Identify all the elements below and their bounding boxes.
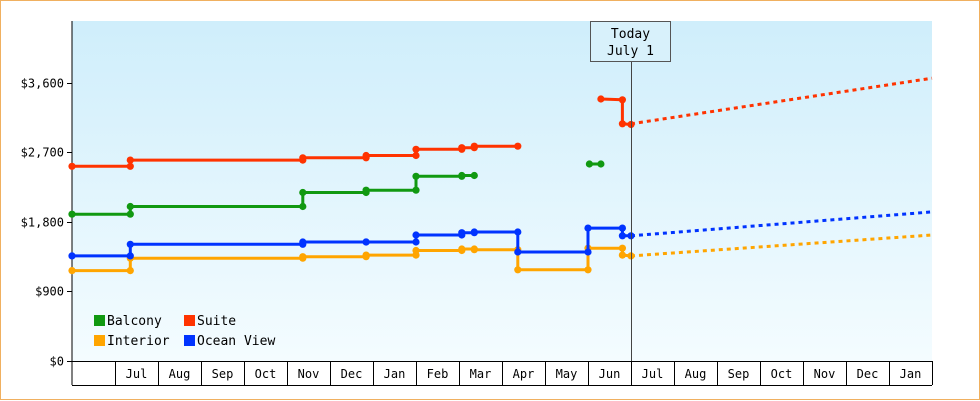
interior-price-point	[618, 251, 627, 259]
x-tick-label: Oct	[771, 367, 793, 381]
x-tick-label: Jul	[126, 367, 148, 381]
x-tick-label: Sep	[728, 367, 750, 381]
balcony-price-point	[412, 186, 420, 194]
legend-swatch-interior	[94, 335, 105, 346]
x-tick-label: Nov	[814, 367, 836, 381]
y-tick-label: $1,800	[21, 216, 64, 230]
ocean-view-price-point	[412, 231, 420, 239]
interior-forecast-line	[630, 233, 933, 258]
balcony-price-point	[126, 210, 134, 218]
suite-price-point	[597, 95, 605, 103]
interior-price-point	[126, 267, 134, 275]
plot-area	[72, 21, 932, 361]
ocean-view-price-point	[362, 238, 370, 246]
interior-price-point	[470, 246, 478, 254]
x-tick-label: May	[556, 367, 578, 381]
x-tick-label: Apr	[513, 367, 535, 381]
ocean-view-price-point	[584, 224, 592, 232]
legend-label-balcony: Balcony	[107, 314, 162, 329]
y-tick-label: $0	[50, 355, 64, 369]
x-tick-label: Sep	[212, 367, 234, 381]
x-tick-label: Oct	[255, 367, 277, 381]
ocean-view-price-point	[458, 229, 466, 237]
today-date-label: July 1	[607, 44, 654, 59]
balcony-price-point	[126, 202, 134, 211]
balcony-price-point	[362, 186, 370, 194]
ocean-view-price-point	[412, 238, 420, 246]
y-tick-label: $3,600	[21, 77, 64, 91]
suite-price-point	[362, 151, 370, 160]
balcony-price-point	[299, 202, 307, 211]
balcony-price-point	[68, 210, 76, 218]
balcony-price-point	[585, 160, 594, 168]
interior-price-point	[412, 246, 420, 255]
balcony-price-point	[597, 160, 605, 168]
ocean-view-price-point	[470, 228, 478, 236]
suite-price-point	[126, 156, 134, 164]
x-tick-label: Jan	[900, 367, 922, 381]
legend-label-suite: Suite	[197, 314, 236, 329]
suite-price-point	[68, 162, 76, 170]
ocean-view-price-point	[618, 224, 627, 232]
y-tick-label: $2,700	[21, 146, 64, 160]
interior-price-point	[618, 244, 627, 252]
x-tick-label: Jul	[642, 367, 664, 381]
suite-price-point	[412, 145, 420, 153]
suite-price-point	[618, 120, 627, 128]
legend-swatch-ocean-view	[184, 335, 195, 346]
suite-forecast-line	[630, 76, 933, 126]
interior-price-point	[584, 266, 592, 274]
interior-price-point	[362, 251, 370, 259]
x-tick-label: Feb	[427, 367, 449, 381]
ocean-view-price-point	[126, 252, 134, 260]
x-tick-label: Mar	[470, 367, 492, 381]
legend-swatch-suite	[184, 315, 195, 326]
x-tick-label: Dec	[857, 367, 879, 381]
interior-price-point	[68, 267, 76, 275]
interior-price-point	[458, 245, 466, 253]
suite-price-point	[126, 162, 134, 170]
ocean-view-price-point	[514, 228, 522, 236]
ocean-view-price-point	[618, 232, 627, 240]
suite-price-line	[600, 97, 632, 126]
x-tick-label: Aug	[685, 367, 707, 381]
balcony-price-point	[299, 188, 307, 197]
suite-price-point	[618, 96, 627, 104]
x-tick-label: Dec	[341, 367, 363, 381]
ocean-view-forecast-line	[630, 210, 933, 238]
suite-price-point	[458, 144, 466, 152]
interior-price-point	[299, 253, 307, 261]
suite-price-point	[514, 142, 522, 150]
legend-label-ocean-view: Ocean View	[197, 334, 275, 349]
today-label-box	[590, 21, 671, 62]
ocean-view-price-point	[299, 238, 307, 246]
interior-price-point	[514, 266, 522, 274]
x-tick-label: Nov	[298, 367, 320, 381]
ocean-view-price-point	[584, 248, 592, 256]
legend-label-interior: Interior	[107, 334, 170, 349]
legend-swatch-balcony	[94, 315, 105, 326]
x-tick-label: Jan	[384, 367, 406, 381]
y-tick-label: $900	[35, 285, 64, 299]
suite-price-point	[299, 154, 307, 162]
ocean-view-price-point	[68, 252, 76, 260]
balcony-price-point	[412, 172, 420, 180]
balcony-price-point	[470, 171, 478, 180]
ocean-view-price-point	[514, 248, 522, 256]
suite-price-point	[412, 151, 420, 160]
x-tick-label: Aug	[169, 367, 191, 381]
today-label: Today	[611, 27, 650, 42]
suite-price-point	[470, 142, 478, 150]
balcony-price-point	[458, 171, 466, 180]
x-tick-label: Jun	[599, 367, 621, 381]
ocean-view-price-point	[126, 240, 134, 248]
